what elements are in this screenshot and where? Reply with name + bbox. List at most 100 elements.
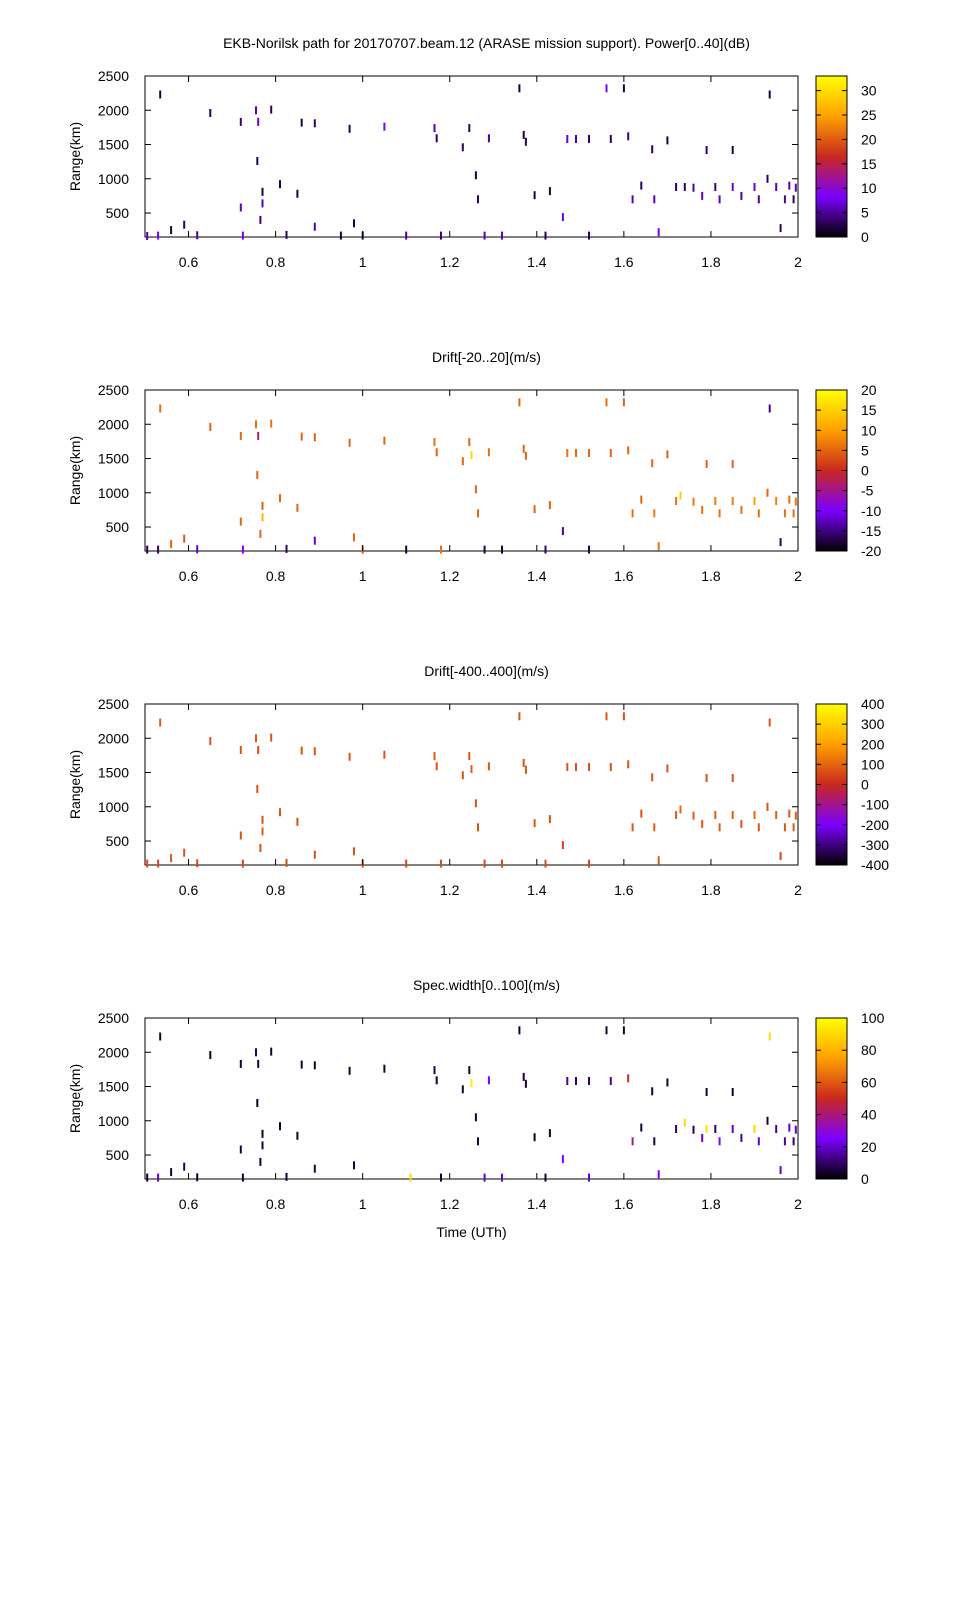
data-point bbox=[239, 431, 242, 440]
data-point bbox=[779, 538, 782, 547]
data-point bbox=[692, 1125, 695, 1134]
data-point bbox=[588, 231, 590, 240]
data-point bbox=[605, 398, 608, 407]
data-point bbox=[296, 189, 299, 198]
data-point bbox=[241, 231, 244, 240]
data-point bbox=[653, 509, 656, 518]
data-point bbox=[183, 220, 186, 229]
data-point bbox=[487, 448, 490, 457]
x-tick-label: 0.8 bbox=[266, 568, 286, 584]
colorbar-tick-label: 0 bbox=[861, 777, 869, 793]
data-point bbox=[183, 848, 186, 857]
data-point bbox=[279, 1122, 281, 1131]
data-point bbox=[259, 1157, 262, 1166]
data-point bbox=[157, 859, 160, 868]
data-point bbox=[622, 712, 625, 721]
panel-title: Drift[-400..400](m/s) bbox=[424, 663, 548, 679]
data-point bbox=[405, 545, 408, 554]
data-point bbox=[627, 132, 630, 141]
data-point bbox=[405, 859, 408, 868]
data-point bbox=[657, 542, 660, 551]
data-point bbox=[461, 1085, 464, 1094]
y-tick-label: 2000 bbox=[98, 730, 129, 746]
colorbar-tick-label: 20 bbox=[861, 1139, 877, 1155]
x-tick-label: 1.2 bbox=[440, 1196, 460, 1212]
data-point bbox=[255, 106, 257, 115]
data-point bbox=[788, 181, 791, 190]
data-point bbox=[544, 231, 547, 240]
data-point bbox=[259, 529, 262, 538]
data-point bbox=[440, 859, 442, 868]
data-point bbox=[296, 817, 299, 826]
data-point bbox=[256, 1099, 259, 1107]
data-point bbox=[766, 174, 769, 183]
data-point bbox=[740, 819, 743, 828]
data-point bbox=[296, 503, 299, 512]
data-point bbox=[675, 497, 678, 505]
colorbar-tick-label: 0 bbox=[861, 229, 869, 245]
data-point bbox=[653, 823, 656, 832]
data-point bbox=[533, 819, 536, 828]
colorbar-tick-label: 40 bbox=[861, 1107, 877, 1123]
data-point bbox=[518, 84, 521, 93]
data-point bbox=[544, 545, 547, 554]
data-point bbox=[692, 183, 695, 192]
colorbar-tick-label: 60 bbox=[861, 1074, 877, 1090]
data-point bbox=[239, 745, 242, 754]
data-point bbox=[657, 856, 660, 865]
data-point bbox=[405, 231, 408, 240]
plot-area bbox=[144, 1017, 799, 1180]
data-point bbox=[270, 1047, 273, 1056]
data-point bbox=[701, 819, 704, 828]
data-point bbox=[524, 451, 527, 460]
data-point bbox=[651, 145, 654, 154]
y-tick-label: 500 bbox=[106, 205, 130, 221]
data-point bbox=[575, 135, 577, 143]
data-point bbox=[518, 1026, 521, 1035]
data-point bbox=[279, 808, 281, 817]
data-point bbox=[477, 1137, 479, 1146]
data-point bbox=[409, 1173, 412, 1182]
x-tick-label: 1.4 bbox=[527, 1196, 547, 1212]
data-point bbox=[533, 1133, 536, 1142]
data-point bbox=[241, 859, 244, 868]
x-tick-label: 1 bbox=[359, 1196, 367, 1212]
data-point bbox=[483, 1173, 486, 1182]
data-point bbox=[657, 228, 660, 237]
data-point bbox=[257, 1059, 260, 1068]
data-point bbox=[753, 183, 756, 191]
y-tick-label: 2000 bbox=[98, 416, 129, 432]
data-point bbox=[666, 136, 669, 145]
panel-title: Drift[-20..20](m/s) bbox=[432, 349, 541, 365]
data-point bbox=[794, 811, 797, 820]
data-point bbox=[468, 438, 471, 447]
data-point bbox=[714, 1125, 717, 1133]
data-point bbox=[533, 505, 536, 514]
data-point bbox=[566, 449, 569, 457]
data-point bbox=[533, 191, 536, 200]
x-tick-label: 1.8 bbox=[701, 254, 721, 270]
colorbar-tick-label: -20 bbox=[861, 543, 881, 559]
colorbar-tick-label: 15 bbox=[861, 156, 877, 172]
x-tick-label: 1.8 bbox=[701, 882, 721, 898]
data-point bbox=[588, 1077, 590, 1085]
data-point bbox=[757, 195, 760, 204]
data-point bbox=[675, 183, 678, 191]
data-point bbox=[261, 827, 264, 836]
data-point bbox=[477, 195, 479, 204]
data-point bbox=[270, 105, 273, 114]
colorbar-tick-label: 5 bbox=[861, 442, 869, 458]
data-point bbox=[300, 432, 303, 441]
data-point bbox=[146, 859, 149, 868]
data-point bbox=[433, 1066, 436, 1075]
data-point bbox=[740, 191, 743, 200]
data-point bbox=[757, 509, 760, 518]
data-point bbox=[501, 859, 503, 868]
data-point bbox=[183, 1162, 186, 1171]
data-point bbox=[483, 545, 486, 554]
y-tick-label: 2000 bbox=[98, 1044, 129, 1060]
data-point bbox=[255, 734, 257, 743]
data-point bbox=[666, 1078, 669, 1087]
panel-2: Drift[-20..20](m/s)0.6 0.8 1 1.2 1.4 1.6 1.8 25… bbox=[67, 349, 881, 584]
data-point bbox=[714, 811, 717, 819]
